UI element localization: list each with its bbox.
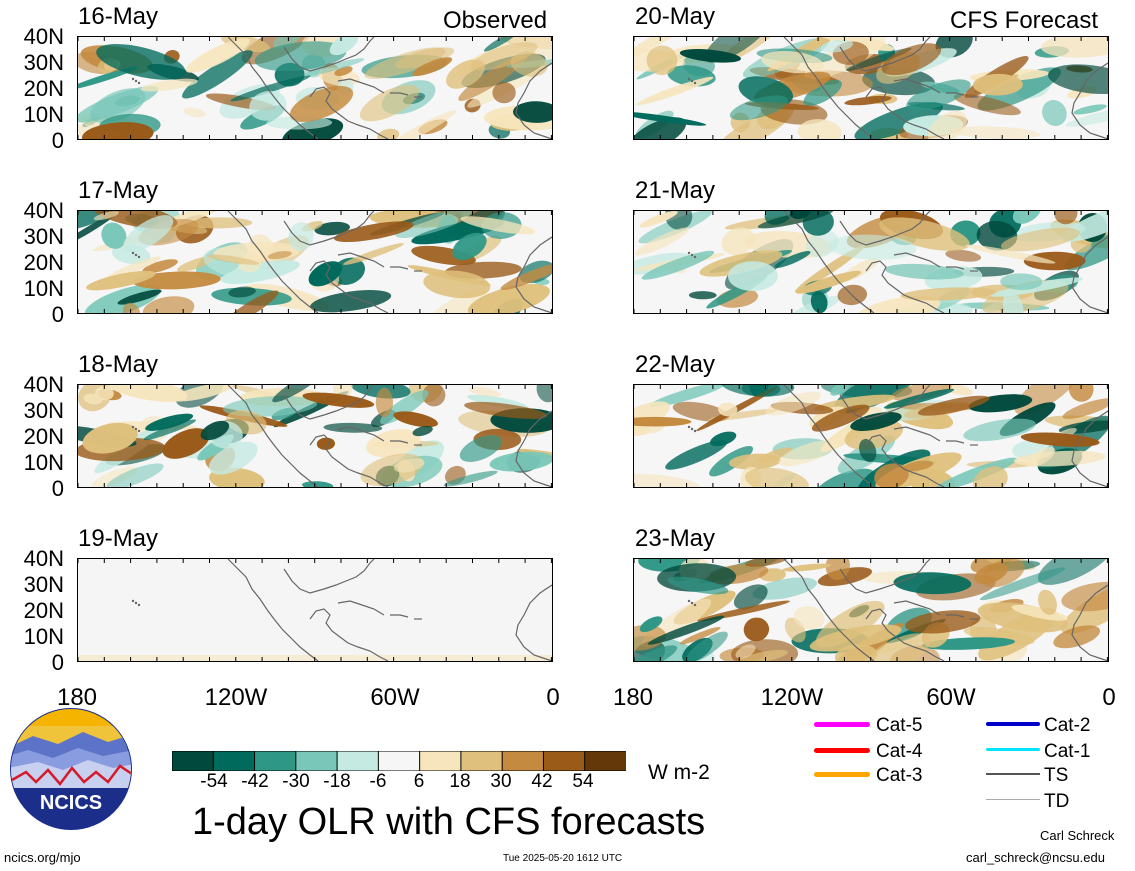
map-panel-forecast	[633, 36, 1109, 140]
colorbar	[171, 750, 628, 772]
lon-label: 180	[56, 684, 98, 711]
colorbar-swatch	[171, 750, 215, 772]
map-panel-observed	[77, 558, 553, 662]
colorbar-label: 54	[572, 771, 594, 792]
lat-label: 0	[51, 476, 64, 501]
lat-label: 20N	[23, 76, 64, 101]
legend-label: Cat-5	[876, 715, 923, 736]
colorbar-label: -30	[282, 771, 310, 792]
colorbar-swatch	[584, 750, 628, 772]
lat-label: 30N	[23, 224, 64, 249]
panel-date-label: 22-May	[635, 351, 716, 378]
panel-date-label: 21-May	[635, 177, 716, 204]
map-panel-observed	[77, 36, 553, 140]
colorbar-label: 30	[490, 771, 512, 792]
panel-date-label: 16-May	[78, 3, 159, 30]
ncics-logo: NCICS	[8, 706, 134, 832]
colorbar-label: -18	[323, 771, 351, 792]
lat-label: 10N	[23, 276, 64, 301]
footer-url: ncics.org/mjo	[4, 850, 81, 865]
lat-label: 0	[51, 302, 64, 327]
lon-label: 180	[612, 684, 654, 711]
colorbar-label: 18	[449, 771, 471, 792]
panel-date-label: 23-May	[635, 525, 716, 552]
legend-swatch	[986, 748, 1040, 751]
lon-label: 60W	[926, 684, 976, 711]
lat-label: 10N	[23, 624, 64, 649]
lat-label: 30N	[23, 572, 64, 597]
panel-date-label: 19-May	[78, 525, 159, 552]
lat-label: 40N	[23, 546, 64, 571]
figure-title: 1-day OLR with CFS forecasts	[192, 801, 706, 843]
legend-swatch	[814, 772, 870, 777]
lat-label: 20N	[23, 250, 64, 275]
colorbar-label: 42	[531, 771, 553, 792]
lat-label: 10N	[23, 102, 64, 127]
lon-label: 120W	[204, 684, 268, 711]
panel-date-label: 18-May	[78, 351, 159, 378]
legend-swatch	[986, 773, 1040, 775]
legend-swatch	[986, 722, 1040, 726]
lon-label: 60W	[370, 684, 420, 711]
colorbar-swatch	[542, 750, 586, 772]
lon-label: 120W	[760, 684, 824, 711]
legend-label: Cat-2	[1044, 715, 1091, 736]
legend-label: TD	[1044, 791, 1070, 812]
lat-label: 40N	[23, 24, 64, 49]
lat-label: 30N	[23, 398, 64, 423]
colorbar-units: W m-2	[648, 761, 710, 784]
observed-header: Observed	[443, 7, 548, 34]
colorbar-label: -54	[200, 771, 228, 792]
lat-label: 40N	[23, 198, 64, 223]
colorbar-swatch	[460, 750, 504, 772]
colorbar-label: 6	[413, 771, 425, 792]
lon-label: 0	[1102, 684, 1116, 711]
lat-label: 20N	[23, 598, 64, 623]
legend-label: Cat-4	[876, 741, 923, 762]
colorbar-swatch	[295, 750, 339, 772]
legend-swatch	[814, 722, 870, 727]
lat-label: 10N	[23, 450, 64, 475]
lat-label: 30N	[23, 50, 64, 75]
legend-swatch	[986, 799, 1040, 800]
lat-label: 20N	[23, 424, 64, 449]
colorbar-swatch	[377, 750, 421, 772]
lat-label: 40N	[23, 372, 64, 397]
panel-date-label: 20-May	[635, 3, 716, 30]
map-panel-forecast	[633, 558, 1109, 662]
panel-date-label: 17-May	[78, 177, 159, 204]
storm-legend: Cat-5 Cat-4 Cat-3 Cat-2 Cat-1 TS TD	[814, 716, 1134, 812]
logo-text: NCICS	[40, 792, 102, 814]
map-panel-observed	[77, 210, 553, 314]
legend-label: Cat-1	[1044, 741, 1091, 762]
map-panel-observed	[77, 384, 553, 488]
legend-label: TS	[1044, 765, 1069, 786]
lat-label: 0	[51, 650, 64, 675]
map-panel-forecast	[633, 384, 1109, 488]
footer-timestamp: Tue 2025-05-20 1612 UTC	[503, 853, 623, 864]
lon-label: 0	[546, 684, 560, 711]
legend-swatch	[814, 748, 870, 753]
colorbar-label: -6	[369, 771, 387, 792]
footer-author: Carl Schreck	[1040, 828, 1115, 843]
colorbar-label: -42	[241, 771, 269, 792]
footer-email: carl_schreck@ncsu.edu	[966, 850, 1105, 865]
forecast-header: CFS Forecast	[950, 7, 1099, 34]
colorbar-swatch	[501, 750, 545, 772]
colorbar-swatch	[254, 750, 297, 772]
colorbar-swatch	[419, 750, 462, 772]
colorbar-swatch	[212, 750, 256, 772]
legend-label: Cat-3	[876, 765, 923, 786]
colorbar-swatch	[336, 750, 380, 772]
lat-label: 0	[51, 128, 64, 153]
map-panel-forecast	[633, 210, 1109, 314]
